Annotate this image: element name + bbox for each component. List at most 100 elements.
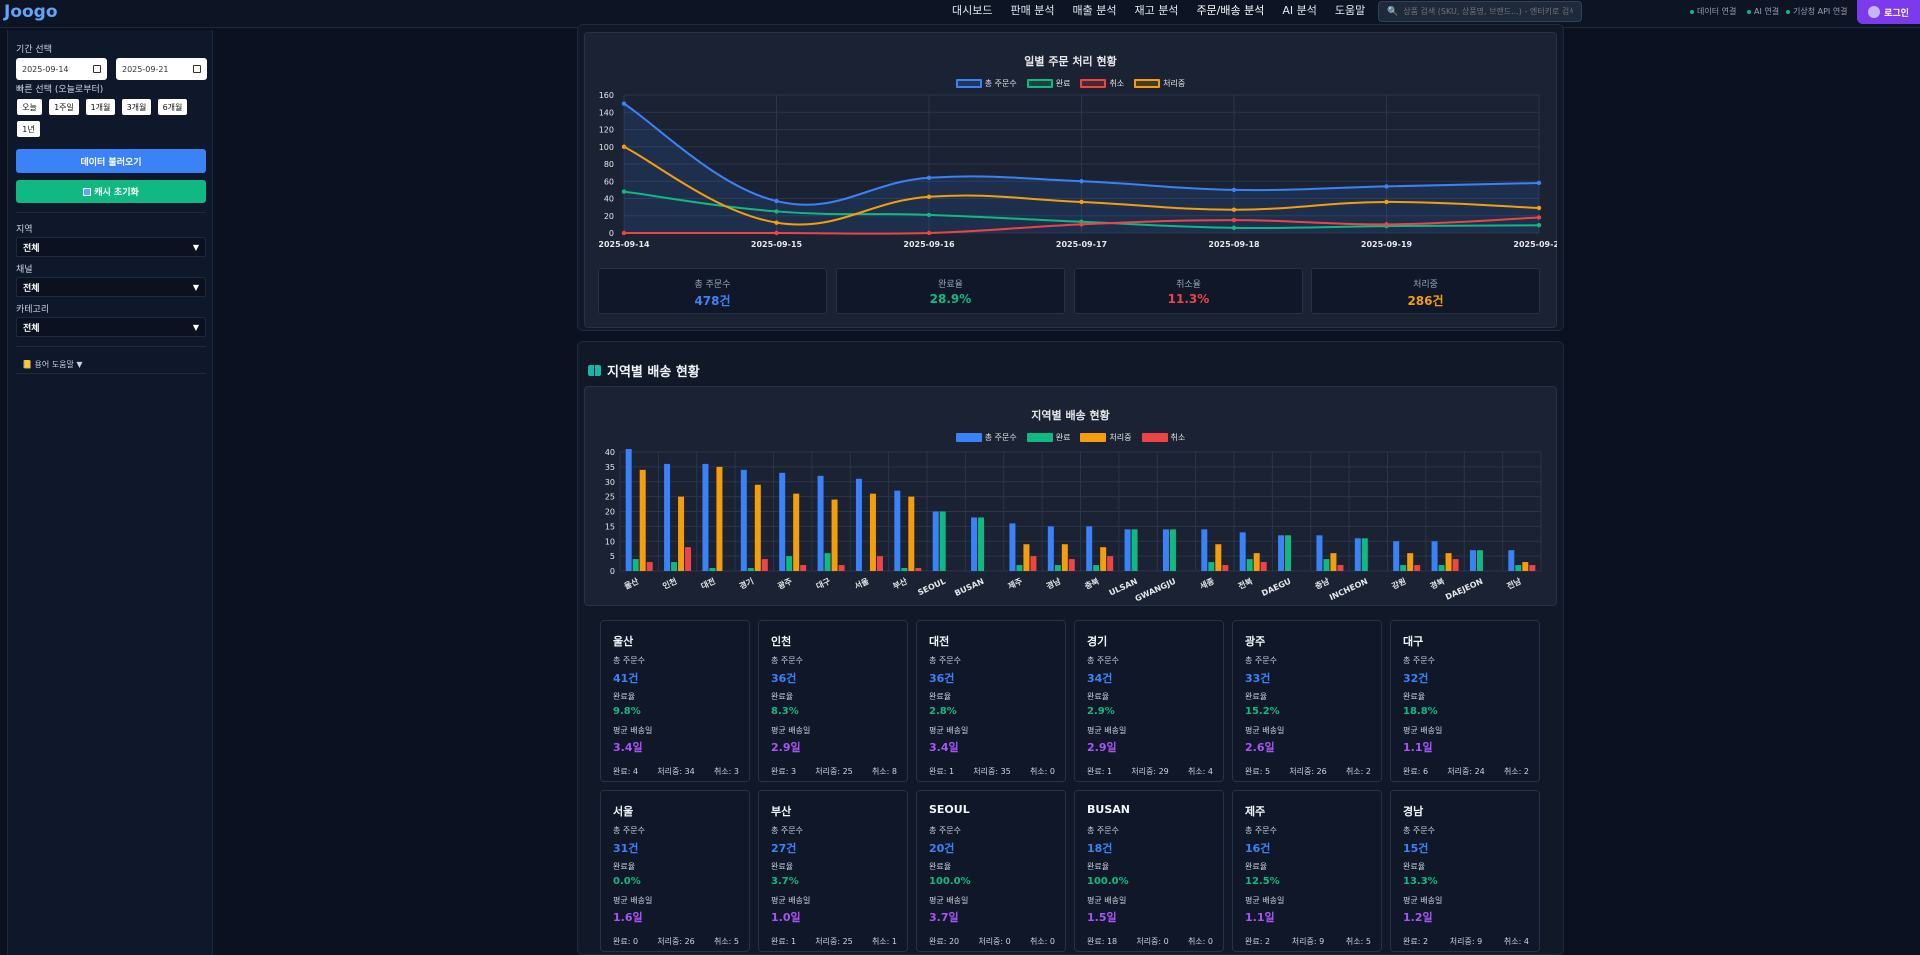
- bar[interactable]: [1016, 565, 1023, 571]
- bar[interactable]: [786, 556, 793, 571]
- legend-item[interactable]: 총 주문수: [955, 78, 1017, 89]
- bar[interactable]: [1522, 562, 1529, 571]
- bar[interactable]: [1515, 565, 1522, 571]
- bar[interactable]: [1407, 553, 1414, 571]
- bar[interactable]: [1400, 565, 1407, 571]
- bar[interactable]: [1093, 565, 1100, 571]
- bar[interactable]: [747, 568, 754, 571]
- legend-item[interactable]: 처리중: [1134, 78, 1185, 89]
- bar[interactable]: [625, 449, 632, 571]
- date-from-input[interactable]: 2025-09-14: [16, 58, 107, 80]
- bar[interactable]: [1452, 559, 1459, 571]
- bar[interactable]: [1361, 538, 1368, 571]
- data-point[interactable]: [1384, 184, 1389, 189]
- bar[interactable]: [646, 562, 653, 571]
- data-point[interactable]: [926, 175, 932, 180]
- bar[interactable]: [908, 496, 915, 571]
- bar[interactable]: [1285, 535, 1292, 571]
- quick-6month-button[interactable]: 6개월: [158, 99, 187, 115]
- bar[interactable]: [685, 547, 692, 571]
- bar[interactable]: [1469, 550, 1476, 571]
- bar[interactable]: [869, 493, 876, 571]
- legend-item[interactable]: 완료: [1026, 432, 1070, 443]
- bar[interactable]: [779, 472, 786, 571]
- bar[interactable]: [800, 565, 807, 571]
- bar[interactable]: [855, 478, 862, 571]
- bar[interactable]: [1393, 541, 1400, 571]
- bar[interactable]: [740, 469, 747, 571]
- nav-tab-1[interactable]: 판매 분석: [1010, 4, 1055, 17]
- bar[interactable]: [1047, 526, 1054, 571]
- bar[interactable]: [1023, 544, 1030, 571]
- quick-1week-button[interactable]: 1주일: [49, 99, 79, 115]
- bar[interactable]: [1208, 562, 1215, 571]
- bar[interactable]: [1162, 529, 1169, 571]
- data-point[interactable]: [774, 198, 779, 204]
- calendar-icon[interactable]: [93, 65, 101, 73]
- nav-tab-3[interactable]: 재고 분석: [1134, 4, 1179, 17]
- data-point[interactable]: [774, 209, 779, 214]
- data-point[interactable]: [621, 144, 627, 149]
- bar[interactable]: [1316, 535, 1323, 571]
- bar[interactable]: [1100, 547, 1107, 571]
- data-point[interactable]: [1536, 180, 1542, 186]
- bar[interactable]: [632, 559, 639, 571]
- data-point[interactable]: [621, 189, 627, 194]
- data-point[interactable]: [1231, 225, 1237, 231]
- bar[interactable]: [678, 496, 685, 571]
- data-point[interactable]: [1079, 199, 1084, 205]
- app-logo[interactable]: Joogo: [4, 2, 58, 22]
- data-point[interactable]: [1536, 215, 1542, 220]
- legend-item[interactable]: 총 주문수: [955, 432, 1017, 443]
- bar[interactable]: [1278, 535, 1285, 571]
- bar[interactable]: [901, 568, 908, 571]
- bar[interactable]: [1445, 553, 1452, 571]
- bar[interactable]: [978, 517, 985, 571]
- bar[interactable]: [716, 466, 723, 571]
- bar[interactable]: [1246, 559, 1253, 571]
- bar[interactable]: [1201, 529, 1208, 571]
- legend-item[interactable]: 취소: [1080, 78, 1124, 89]
- bar[interactable]: [1169, 529, 1176, 571]
- bar[interactable]: [1253, 553, 1260, 571]
- bar[interactable]: [831, 499, 838, 571]
- bar[interactable]: [1438, 565, 1445, 571]
- data-point[interactable]: [1536, 223, 1542, 228]
- nav-tab-6[interactable]: 도움말: [1334, 4, 1366, 17]
- data-point[interactable]: [926, 230, 932, 236]
- search-box[interactable]: 🔍: [1378, 1, 1582, 22]
- bar[interactable]: [1354, 538, 1361, 571]
- bar[interactable]: [939, 511, 946, 572]
- bar[interactable]: [793, 493, 800, 571]
- bar[interactable]: [1431, 541, 1438, 571]
- bar[interactable]: [1061, 544, 1068, 571]
- bar[interactable]: [971, 517, 978, 571]
- data-point[interactable]: [621, 101, 627, 106]
- data-point[interactable]: [774, 230, 779, 236]
- bar[interactable]: [1323, 559, 1330, 571]
- bar[interactable]: [1124, 529, 1131, 571]
- data-point[interactable]: [1231, 217, 1237, 223]
- legend-item[interactable]: 완료: [1026, 78, 1070, 89]
- bar[interactable]: [702, 463, 709, 571]
- bar[interactable]: [761, 559, 768, 571]
- quick-3month-button[interactable]: 3개월: [122, 99, 151, 115]
- bar[interactable]: [1222, 565, 1229, 571]
- glossary-toggle[interactable]: 📒 용어 도움말 ▼: [22, 360, 83, 369]
- bar[interactable]: [817, 475, 824, 571]
- bar[interactable]: [639, 469, 646, 571]
- data-point[interactable]: [1079, 222, 1084, 227]
- clear-cache-button[interactable]: 캐시 초기화: [16, 180, 206, 203]
- bar[interactable]: [1260, 562, 1267, 571]
- bar[interactable]: [754, 484, 761, 571]
- bar[interactable]: [915, 568, 922, 571]
- category-select[interactable]: 전체 ▼: [16, 317, 206, 337]
- bar[interactable]: [838, 565, 845, 571]
- search-input[interactable]: [1403, 7, 1574, 16]
- data-point[interactable]: [926, 194, 932, 199]
- data-point[interactable]: [1231, 187, 1237, 193]
- bar[interactable]: [1068, 559, 1075, 571]
- data-point[interactable]: [1231, 207, 1237, 212]
- login-button[interactable]: 로그인: [1857, 0, 1920, 24]
- bar[interactable]: [1030, 556, 1037, 571]
